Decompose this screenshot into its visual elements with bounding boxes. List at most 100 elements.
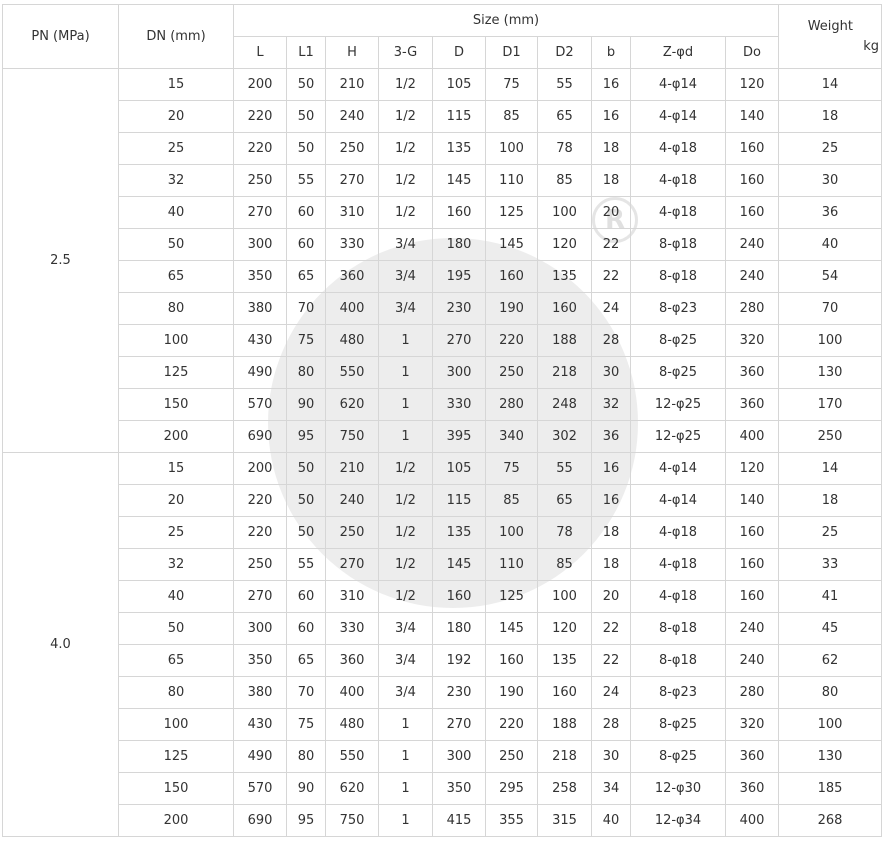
table-cell: 250 bbox=[485, 356, 538, 389]
table-cell: 32 bbox=[118, 548, 234, 581]
table-cell: 8-φ18 bbox=[630, 228, 726, 261]
table-cell: 70 bbox=[286, 292, 326, 325]
table-cell: 75 bbox=[286, 324, 326, 357]
table-cell: 250 bbox=[325, 132, 379, 165]
table-cell: 268 bbox=[778, 804, 882, 837]
table-cell: 188 bbox=[537, 708, 592, 741]
table-row: 25 220 50 250 1/2 135 100 78 18 4-φ18 160 25 bbox=[3, 132, 882, 165]
table-cell: 14 bbox=[778, 68, 882, 101]
table-cell: 1/2 bbox=[378, 484, 433, 517]
table-cell: 160 bbox=[725, 196, 779, 229]
table-cell: 78 bbox=[537, 132, 592, 165]
table-cell: 270 bbox=[233, 580, 287, 613]
table-cell: 160 bbox=[432, 196, 486, 229]
table-cell: 3/4 bbox=[378, 612, 433, 645]
table-cell: 80 bbox=[286, 740, 326, 773]
table-cell: 12-φ25 bbox=[630, 388, 726, 421]
table-cell: 160 bbox=[485, 260, 538, 293]
table-cell: 95 bbox=[286, 804, 326, 837]
table-cell: 330 bbox=[325, 228, 379, 261]
table-cell: 250 bbox=[233, 548, 287, 581]
table-cell: 60 bbox=[286, 612, 326, 645]
table-row: 125 490 80 550 1 300 250 218 30 8-φ25 360 130 bbox=[3, 356, 882, 389]
table-cell: 100 bbox=[778, 324, 882, 357]
table-cell: 20 bbox=[118, 484, 234, 517]
table-cell: 54 bbox=[778, 260, 882, 293]
table-cell: 4-φ18 bbox=[630, 580, 726, 613]
table-cell: 490 bbox=[233, 740, 287, 773]
table-cell: 16 bbox=[591, 100, 631, 133]
table-cell: 295 bbox=[485, 772, 538, 805]
table-cell: 400 bbox=[725, 420, 779, 453]
table-cell: 16 bbox=[591, 484, 631, 517]
table-row: 20 220 50 240 1/2 115 85 65 16 4-φ14 140 18 bbox=[3, 484, 882, 517]
table-cell: 24 bbox=[591, 676, 631, 709]
table-cell: 220 bbox=[233, 132, 287, 165]
table-cell: 430 bbox=[233, 324, 287, 357]
table-cell: 250 bbox=[778, 420, 882, 453]
table-cell: 690 bbox=[233, 420, 287, 453]
table-cell: 1 bbox=[378, 740, 433, 773]
table-cell: 220 bbox=[233, 100, 287, 133]
table-row: 65 350 65 360 3/4 192 160 135 22 8-φ18 240 62 bbox=[3, 644, 882, 677]
table-row: 32 250 55 270 1/2 145 110 85 18 4-φ18 160 33 bbox=[3, 548, 882, 581]
table-cell: 41 bbox=[778, 580, 882, 613]
table-cell: 360 bbox=[325, 644, 379, 677]
table-cell: 50 bbox=[286, 452, 326, 485]
table-cell: 85 bbox=[485, 100, 538, 133]
table-cell: 1/2 bbox=[378, 548, 433, 581]
table-row: 100 430 75 480 1 270 220 188 28 8-φ25 320 100 bbox=[3, 708, 882, 741]
table-cell: 36 bbox=[778, 196, 882, 229]
table-cell: 1/2 bbox=[378, 68, 433, 101]
table-row: 2.5 15 200 50 210 1/2 105 75 55 16 4-φ14 120 14 bbox=[2, 68, 882, 453]
table-cell: 340 bbox=[485, 420, 538, 453]
header-3-g: 3-G bbox=[378, 36, 433, 69]
table-cell: 1/2 bbox=[378, 164, 433, 197]
table-cell: 24 bbox=[591, 292, 631, 325]
table-cell: 100 bbox=[485, 516, 538, 549]
table-cell: 8-φ25 bbox=[630, 356, 726, 389]
table-cell: 145 bbox=[432, 548, 486, 581]
header-weight-label: Weight bbox=[807, 18, 853, 34]
table-cell: 8-φ25 bbox=[630, 740, 726, 773]
table-cell: 90 bbox=[286, 772, 326, 805]
table-cell: 85 bbox=[537, 164, 592, 197]
table-cell: 120 bbox=[725, 68, 779, 101]
table-cell: 32 bbox=[118, 164, 234, 197]
header-d: D bbox=[432, 36, 486, 69]
table-cell: 230 bbox=[432, 292, 486, 325]
table-cell: 130 bbox=[778, 356, 882, 389]
table-cell: 350 bbox=[233, 260, 287, 293]
table-cell: 14 bbox=[778, 452, 882, 485]
table-cell: 1 bbox=[378, 388, 433, 421]
table-cell: 60 bbox=[286, 580, 326, 613]
table-cell: 20 bbox=[591, 580, 631, 613]
table-cell: 16 bbox=[591, 452, 631, 485]
table-cell: 360 bbox=[725, 740, 779, 773]
table-cell: 25 bbox=[778, 516, 882, 549]
table-cell: 70 bbox=[778, 292, 882, 325]
table-cell: 125 bbox=[118, 740, 234, 773]
table-cell: 192 bbox=[432, 644, 486, 677]
table-cell: 1 bbox=[378, 772, 433, 805]
table-row: 100 430 75 480 1 270 220 188 28 8-φ25 320 100 bbox=[3, 324, 882, 357]
table-cell: 100 bbox=[537, 196, 592, 229]
table-cell: 240 bbox=[325, 100, 379, 133]
table-cell: 1/2 bbox=[378, 132, 433, 165]
table-cell: 28 bbox=[591, 324, 631, 357]
table-cell: 330 bbox=[432, 388, 486, 421]
table-cell: 40 bbox=[118, 196, 234, 229]
table-cell: 33 bbox=[778, 548, 882, 581]
table-cell: 135 bbox=[537, 260, 592, 293]
table-cell: 315 bbox=[537, 804, 592, 837]
table-cell: 150 bbox=[118, 388, 234, 421]
table-cell: 130 bbox=[778, 740, 882, 773]
table-cell: 12-φ25 bbox=[630, 420, 726, 453]
table-cell: 140 bbox=[725, 484, 779, 517]
table-cell: 220 bbox=[485, 324, 538, 357]
table-cell: 160 bbox=[725, 132, 779, 165]
table-cell: 32 bbox=[591, 388, 631, 421]
table-cell: 750 bbox=[325, 420, 379, 453]
table-cell: 240 bbox=[725, 612, 779, 645]
table-cell: 320 bbox=[725, 708, 779, 741]
